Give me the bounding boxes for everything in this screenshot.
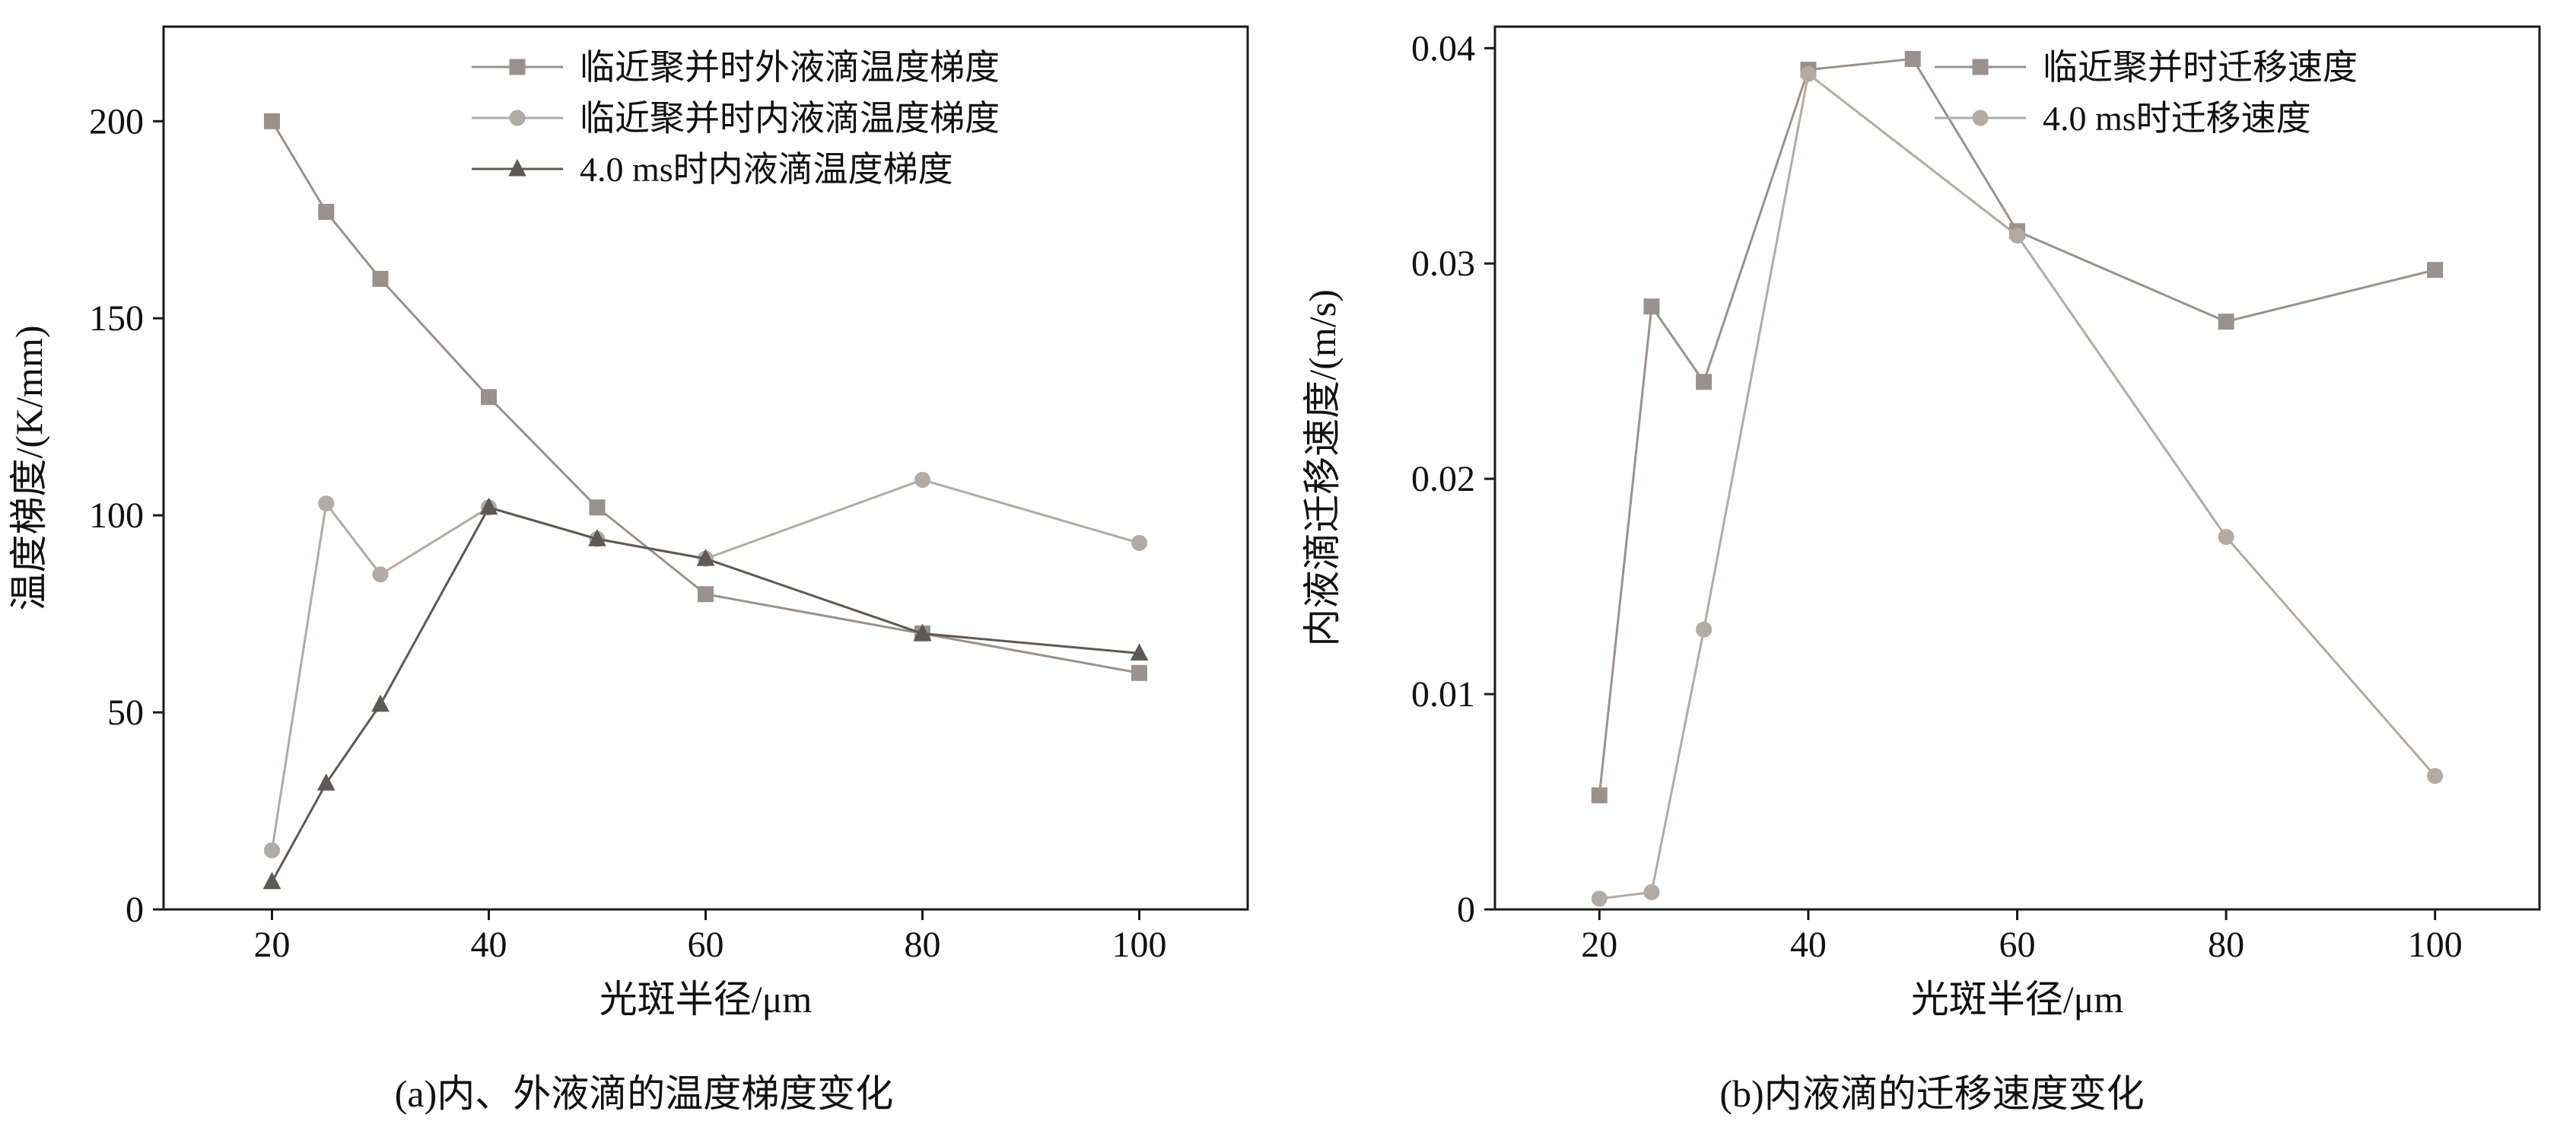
svg-text:0.03: 0.03 [1411, 244, 1475, 284]
svg-text:0.04: 0.04 [1411, 28, 1475, 68]
svg-text:光斑半径/μm: 光斑半径/μm [1911, 978, 2124, 1021]
svg-text:200: 200 [89, 101, 144, 142]
svg-text:温度梯度/(K/mm): 温度梯度/(K/mm) [8, 326, 50, 611]
svg-text:临近聚并时外液滴温度梯度: 临近聚并时外液滴温度梯度 [580, 48, 1000, 87]
svg-text:临近聚并时迁移速度: 临近聚并时迁移速度 [2043, 48, 2358, 87]
chart-a: 20 40 60 80 100 0 50 100 150 200 光斑半径/μm 温度梯度/(K/mm… [8, 25, 1249, 1115]
svg-text:内液滴迁移速度/(m/s): 内液滴迁移速度/(m/s) [1301, 289, 1344, 646]
svg-text:100: 100 [2408, 925, 2463, 965]
svg-text:40: 40 [471, 925, 507, 965]
svg-text:20: 20 [254, 925, 291, 965]
svg-text:20: 20 [1581, 925, 1617, 965]
chart-a-canvas: 20 40 60 80 100 0 50 100 150 200 光斑半径/μm 温度梯度/(K/mm… [8, 25, 1249, 1021]
svg-text:150: 150 [89, 298, 144, 339]
chart-b-canvas: 20 40 60 80 100 0 0.01 0.02 0.03 0.04 光斑半径/μm 内液滴迁移… [1301, 25, 2541, 1021]
svg-text:0.01: 0.01 [1411, 674, 1475, 715]
chart-b-caption: (b)内液滴的迁移速度变化 [1719, 1072, 2145, 1115]
svg-text:60: 60 [1999, 925, 2036, 965]
svg-text:80: 80 [905, 925, 941, 965]
svg-text:40: 40 [1790, 925, 1827, 965]
svg-text:100: 100 [89, 495, 144, 536]
chart-b: 20 40 60 80 100 0 0.01 0.02 0.03 0.04 光斑半径/μm 内液滴迁移… [1288, 0, 2576, 1121]
chart-a-caption: (a)内、外液滴的温度梯度变化 [394, 1072, 894, 1115]
svg-text:0.02: 0.02 [1411, 459, 1475, 499]
svg-text:60: 60 [688, 925, 724, 965]
svg-text:0: 0 [1457, 890, 1475, 930]
svg-text:临近聚并时内液滴温度梯度: 临近聚并时内液滴温度梯度 [580, 99, 1000, 138]
svg-text:50: 50 [107, 693, 144, 733]
svg-text:4.0 ms时迁移速度: 4.0 ms时迁移速度 [2043, 99, 2311, 138]
svg-text:0: 0 [126, 890, 144, 930]
svg-text:80: 80 [2208, 925, 2244, 965]
svg-text:4.0 ms时内液滴温度梯度: 4.0 ms时内液滴温度梯度 [580, 150, 953, 189]
svg-text:100: 100 [1112, 925, 1167, 965]
svg-text:光斑半径/μm: 光斑半径/μm [599, 978, 813, 1021]
